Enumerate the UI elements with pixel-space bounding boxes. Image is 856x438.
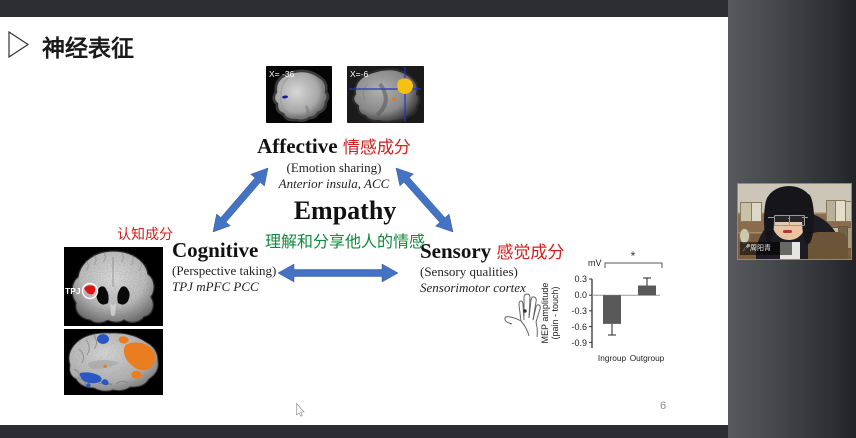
svg-text:*: * [631,249,636,263]
svg-text:Outgroup: Outgroup [630,353,665,363]
svg-text:(pain - touch): (pain - touch) [550,286,560,339]
svg-text:0.3: 0.3 [574,274,587,284]
svg-text:-0.3: -0.3 [571,306,587,316]
svg-text:0.0: 0.0 [574,290,587,300]
svg-text:-0.9: -0.9 [571,338,587,348]
svg-text:MEP amplitude: MEP amplitude [540,283,550,344]
svg-text:mV: mV [588,258,602,268]
svg-text:-0.6: -0.6 [571,322,587,332]
svg-text:Ingroup: Ingroup [598,353,627,363]
